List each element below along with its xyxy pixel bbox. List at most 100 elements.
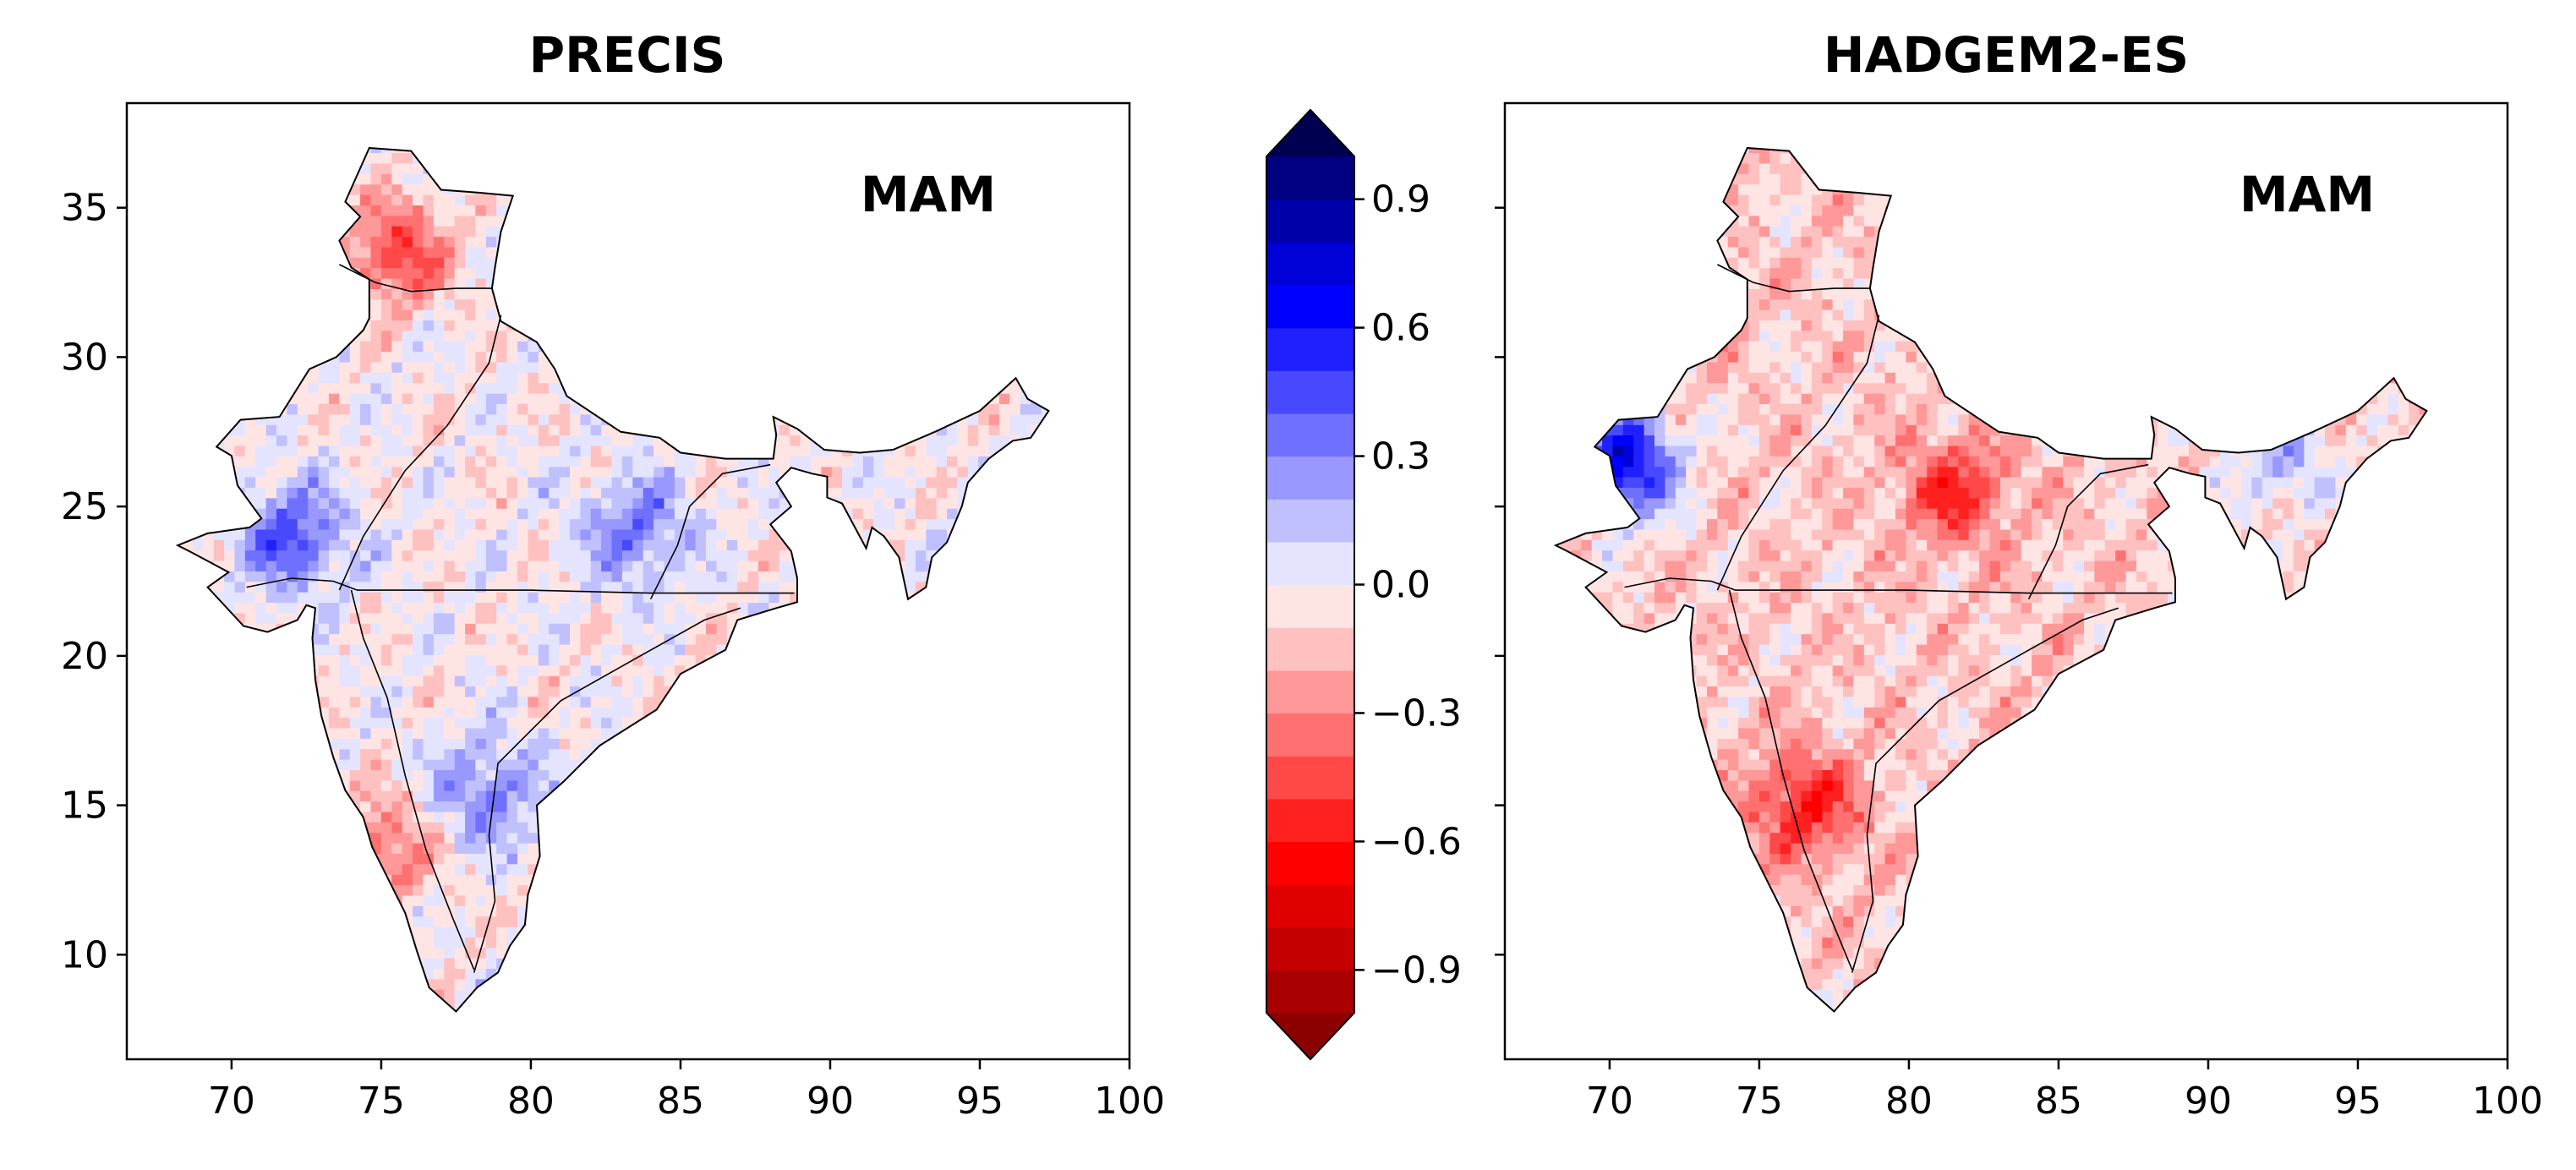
field-cell [601,748,613,760]
field-cell [538,507,550,520]
field-cell [621,842,634,854]
field-cell [308,863,320,875]
field-cell [485,549,497,561]
field-cell [360,916,372,927]
field-cell [360,476,372,488]
field-cell [758,528,770,540]
field-cell [329,132,340,143]
field-cell [664,591,675,604]
field-cell [224,727,236,739]
field-cell [517,738,529,750]
field-cell [402,822,413,834]
field-cell [182,654,194,666]
field-cell [621,1009,634,1012]
field-cell [234,633,246,645]
field-cell [590,277,602,289]
field-cell [706,957,718,969]
field-cell [737,162,749,174]
field-cell [601,769,613,781]
field-cell [454,937,466,949]
field-cell [570,790,582,802]
field-cell [664,790,675,802]
field-cell [192,267,205,279]
field-cell [758,205,770,216]
field-cell [192,424,205,436]
field-cell [559,320,571,331]
field-cell [475,162,487,174]
field-cell [380,748,393,760]
field-cell [747,403,759,415]
field-cell [559,842,571,854]
field-cell [674,236,686,248]
field-cell [643,152,654,164]
field-cell [737,748,749,760]
field-cell [244,571,256,582]
field-cell [695,351,707,363]
field-cell [737,435,749,446]
field-cell [391,456,403,467]
field-cell [213,988,225,1001]
field-cell [726,643,738,655]
field-cell [192,801,205,812]
field-cell [339,623,351,635]
field-cell [192,183,205,195]
field-cell [747,361,759,373]
field-cell [768,288,780,300]
field-cell [265,236,277,248]
field-cell [549,277,561,289]
field-cell [349,413,361,425]
field-cell [654,947,665,959]
field-cell [768,758,780,770]
field-cell [601,309,613,321]
field-cell [318,392,330,404]
field-cell [360,727,372,739]
field-cell [391,654,403,666]
field-cell [685,173,697,185]
field-cell [297,528,309,540]
field-cell [758,173,770,185]
field-cell [758,727,770,739]
field-cell [768,779,780,791]
field-cell [318,476,330,488]
field-cell [695,873,707,886]
field-cell [234,916,246,927]
field-cell [287,581,298,593]
field-cell [758,351,770,363]
field-cell [601,968,613,980]
field-cell [178,926,183,938]
field-cell [549,758,561,770]
field-cell [339,643,351,655]
field-cell [506,957,518,969]
field-cell [360,466,372,478]
field-cell [370,372,382,384]
field-cell [433,999,446,1011]
field-cell [370,309,382,321]
field-cell [580,162,592,174]
field-cell [308,675,320,686]
field-cell [485,769,497,781]
field-cell [706,288,718,300]
field-cell [570,225,582,238]
field-cell [203,382,215,394]
field-cell [182,466,194,478]
field-cell [549,549,561,561]
field-cell [716,435,728,446]
field-cell [664,581,675,593]
field-cell [580,476,592,488]
field-cell [496,372,508,384]
field-cell [318,633,330,645]
field-cell [391,539,403,551]
field-cell [747,351,759,363]
field-cell [339,288,351,300]
field-cell [716,162,728,174]
field-cell [413,298,424,310]
field-cell [570,643,582,655]
field-cell [674,257,686,269]
field-cell [318,591,330,604]
field-cell [244,654,256,666]
field-cell [747,246,759,258]
field-cell [433,947,446,959]
field-cell [654,549,665,561]
field-cell [538,696,550,708]
field-cell [203,132,214,143]
